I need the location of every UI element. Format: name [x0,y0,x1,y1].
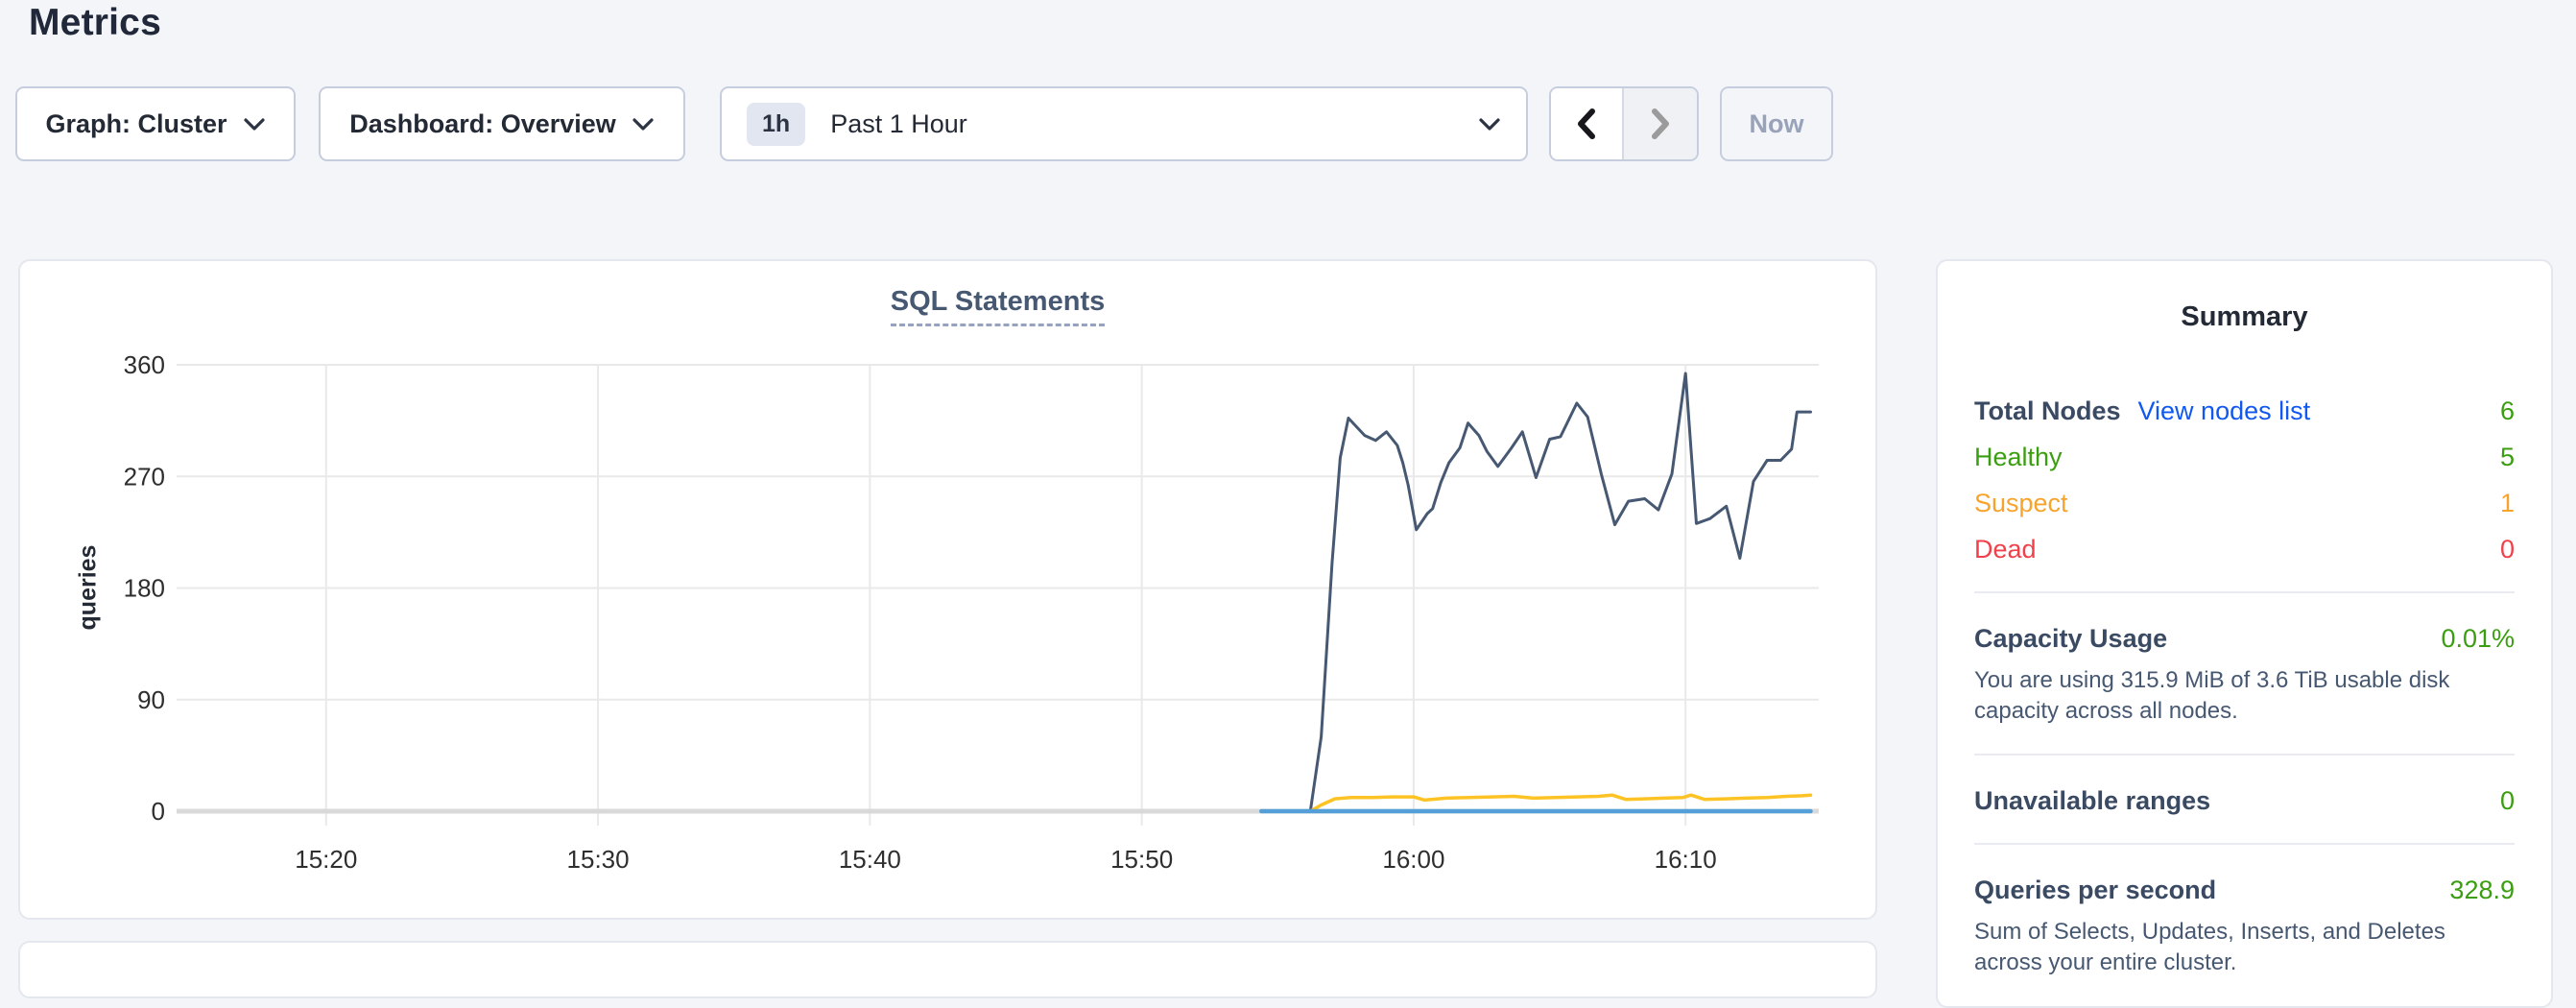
sql-statements-chart[interactable]: 15:20 15:30 15:40 15:50 16:00 16:10 0 90 180 270 3… [20,261,1875,918]
dead-value: 0 [2499,535,2515,564]
summary-panel: Summary Total Nodes View nodes list 6 He… [1936,259,2553,1008]
capacity-usage-description: You are using 315.9 MiB of 3.6 TiB usabl… [1974,667,2450,725]
capacity-usage-label: Capacity Usage [1974,624,2168,653]
graph-dropdown[interactable]: Graph: Cluster [15,86,296,161]
suspect-nodes-row: Suspect 1 [1974,489,2515,518]
healthy-value: 5 [2499,443,2515,471]
series-updates [1308,793,1813,813]
capacity-usage-section: Capacity Usage 0.01% You are using 315.9… [1974,624,2515,727]
sql-statements-card: SQL Statements queries 15:20 15:30 15:40 15… [18,259,1877,920]
toolbar: Graph: Cluster Dashboard: Overview 1h Pa… [15,86,1833,161]
svg-text:15:50: 15:50 [1110,845,1173,874]
metrics-page: Metrics Graph: Cluster Dashboard: Overvi… [15,2,2553,1008]
capacity-usage-value: 0.01% [2441,624,2515,653]
healthy-nodes-row: Healthy 5 [1974,443,2515,472]
node-status-rows: Total Nodes View nodes list 6 Healthy 5 … [1974,396,2515,564]
dashboard-dropdown[interactable]: Dashboard: Overview [319,86,685,161]
chevron-left-icon [1578,108,1595,139]
unavailable-ranges-value: 0 [2499,786,2515,816]
divider [1974,754,2515,756]
total-nodes-row: Total Nodes View nodes list 6 [1974,396,2515,426]
healthy-label: Healthy [1974,443,2063,471]
svg-text:15:30: 15:30 [567,845,630,874]
svg-text:90: 90 [137,685,165,714]
queries-per-second-label: Queries per second [1974,876,2217,905]
prev-time-button[interactable] [1551,88,1624,159]
total-nodes-label: Total Nodes [1974,396,2121,425]
chart-title-wrap: SQL Statements [177,286,1819,326]
chevron-down-icon [632,117,654,131]
divider [1974,591,2515,593]
chevron-down-icon [1479,117,1500,131]
now-button-disabled[interactable]: Now [1720,86,1833,161]
svg-text:15:40: 15:40 [839,845,901,874]
time-range-label: Past 1 Hour [830,108,967,138]
svg-text:180: 180 [124,574,165,603]
next-chart-card-peek [18,941,1877,998]
queries-per-second-value: 328.9 [2449,876,2515,905]
svg-text:270: 270 [124,462,165,491]
chart-title[interactable]: SQL Statements [890,286,1106,326]
unavailable-ranges-section: Unavailable ranges 0 [1974,786,2515,816]
queries-per-second-description: Sum of Selects, Updates, Inserts, and De… [1974,919,2445,976]
series-selects [1308,372,1812,813]
svg-text:16:10: 16:10 [1655,845,1717,874]
summary-title: Summary [2181,301,2308,332]
total-nodes-value: 6 [2499,396,2515,425]
svg-text:360: 360 [124,350,165,379]
dashboard-dropdown-label: Dashboard: Overview [349,108,616,138]
dead-nodes-row: Dead 0 [1974,535,2515,564]
page-title: Metrics [29,2,161,43]
next-time-button-disabled[interactable] [1624,88,1697,159]
chevron-down-icon [243,117,265,131]
time-range-selector[interactable]: 1h Past 1 Hour [720,86,1528,161]
svg-text:16:00: 16:00 [1382,845,1444,874]
chevron-right-icon [1652,108,1669,139]
time-pager [1549,86,1699,161]
view-nodes-list-link[interactable]: View nodes list [2137,396,2311,425]
queries-per-second-section: Queries per second 328.9 Sum of Selects,… [1974,876,2515,978]
svg-text:15:20: 15:20 [295,845,357,874]
time-range-badge: 1h [747,102,806,146]
suspect-value: 1 [2499,489,2515,517]
divider [1974,843,2515,846]
suspect-label: Suspect [1974,489,2068,517]
unavailable-ranges-label: Unavailable ranges [1974,786,2211,816]
graph-dropdown-label: Graph: Cluster [45,108,227,138]
dead-label: Dead [1974,535,2037,564]
svg-text:0: 0 [152,797,165,826]
